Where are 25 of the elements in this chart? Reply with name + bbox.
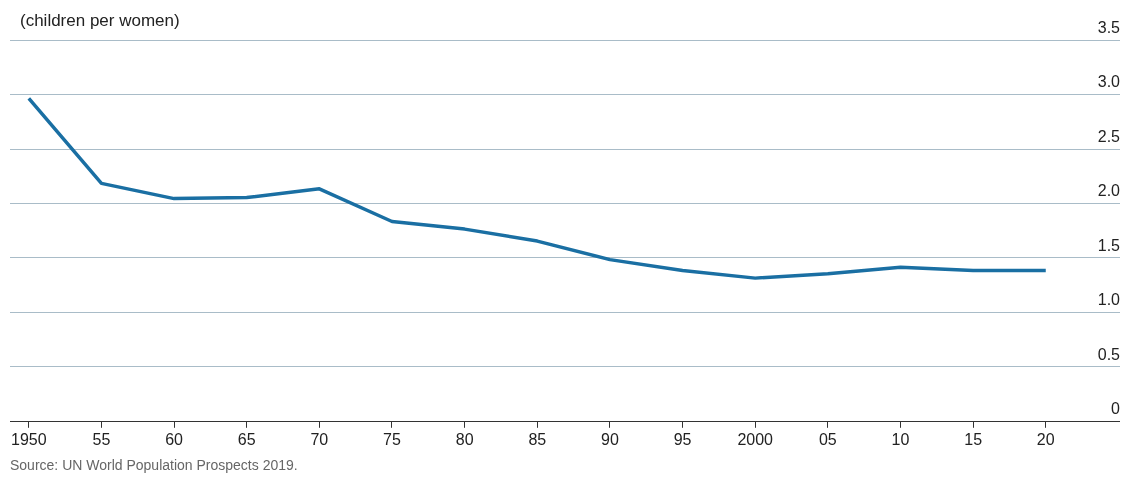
y-tick-label: 2.5 <box>1097 127 1121 145</box>
x-tick-label: 90 <box>601 430 619 448</box>
x-tick-label: 2000 <box>737 430 774 448</box>
x-tick-label: 55 <box>92 430 111 448</box>
x-tick-label: 75 <box>383 430 401 448</box>
y-tick-label: 0 <box>1111 400 1121 418</box>
x-tick-label: 15 <box>964 430 983 448</box>
x-tick-label: 65 <box>237 430 256 448</box>
y-tick-label: 3.5 <box>1097 19 1121 37</box>
x-tick-label: 1950 <box>11 430 47 448</box>
x-tick-label: 70 <box>310 430 329 448</box>
x-tick-label: 80 <box>455 430 474 448</box>
x-tick-label: 95 <box>673 430 692 448</box>
y-tick-label: 2.0 <box>1097 182 1121 200</box>
y-tick-label: 0.5 <box>1097 345 1121 363</box>
chart-title: (children per women) <box>20 11 180 31</box>
y-tick-label: 1.5 <box>1097 236 1121 254</box>
y-tick-label: 3.0 <box>1097 73 1121 91</box>
source-note: Source: UN World Population Prospects 2019. <box>10 456 298 473</box>
x-tick-label: 20 <box>1036 430 1055 448</box>
x-tick-label: 60 <box>165 430 184 448</box>
y-tick-label: 1.0 <box>1097 291 1121 309</box>
x-tick-label: 10 <box>891 430 910 448</box>
x-tick-label: 85 <box>528 430 547 448</box>
x-tick-label: 05 <box>818 430 837 448</box>
